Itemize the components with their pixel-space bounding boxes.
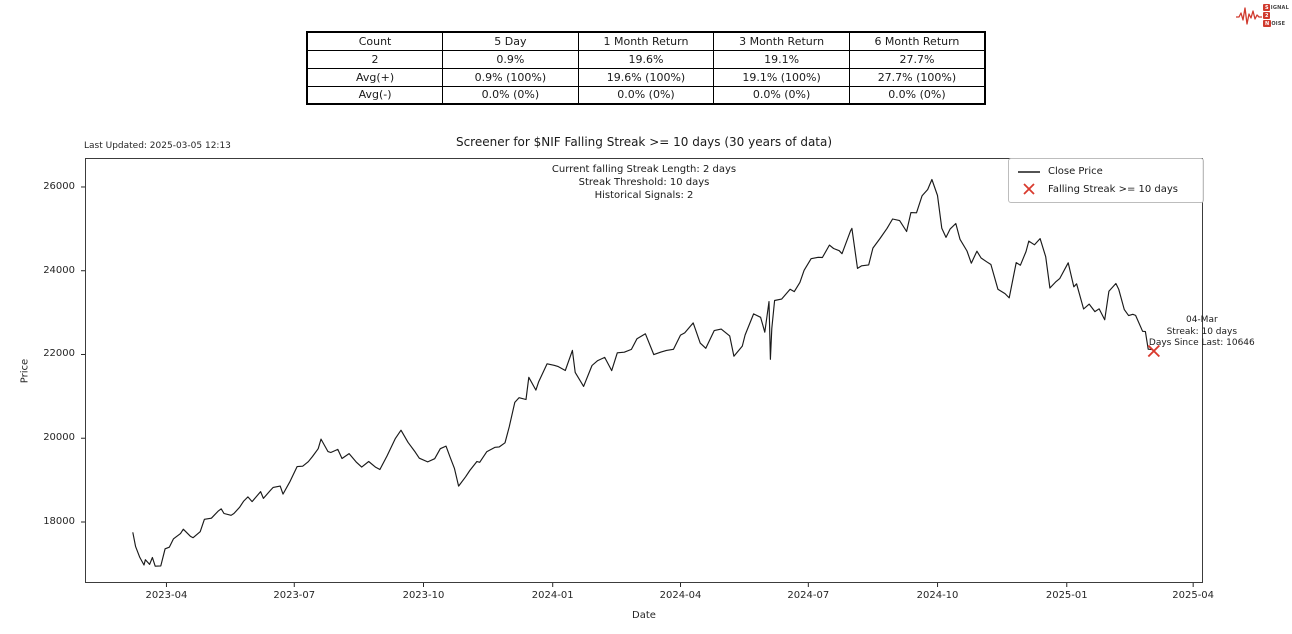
y-axis-label: Price bbox=[19, 358, 31, 384]
last-updated-text: Last Updated: 2025-03-05 12:13 bbox=[84, 141, 231, 151]
x-axis-label: Date bbox=[632, 610, 656, 621]
x-tick-label: 2023-10 bbox=[402, 590, 445, 601]
line-sample-icon bbox=[1018, 171, 1040, 173]
stats-cell: Avg(+) bbox=[306, 67, 444, 87]
plot-area bbox=[85, 158, 1203, 583]
x-marker-icon bbox=[1023, 183, 1035, 195]
stats-header-row: Count 5 Day 1 Month Return 3 Month Retur… bbox=[306, 31, 986, 51]
stats-cell: 19.6% (100%) bbox=[577, 67, 715, 87]
stats-cell: 0.0% (0%) bbox=[442, 85, 579, 105]
stats-cell: 19.1% bbox=[713, 49, 850, 69]
stats-header-cell: 1 Month Return bbox=[577, 31, 715, 51]
stats-header-cell: Count bbox=[306, 31, 444, 51]
stats-cell: 19.6% bbox=[577, 49, 715, 69]
stats-cell: 0.9% bbox=[442, 49, 579, 69]
x-tick-label: 2024-07 bbox=[787, 590, 830, 601]
stats-cell: 27.7% bbox=[848, 49, 986, 69]
logo-line-signal: S IGNAL bbox=[1263, 4, 1289, 11]
legend-item-falling-streak: Falling Streak >= 10 days bbox=[1017, 183, 1195, 195]
legend-label: Falling Streak >= 10 days bbox=[1048, 183, 1179, 195]
logo-text: S IGNAL 2 N OISE bbox=[1263, 4, 1289, 27]
legend-label: Close Price bbox=[1048, 166, 1103, 178]
stats-header-cell: 3 Month Return bbox=[713, 31, 850, 51]
stats-header-cell: 6 Month Return bbox=[848, 31, 986, 51]
waveform-icon bbox=[1236, 6, 1263, 25]
streak-stats-annotation: Current falling Streak Length: 2 days St… bbox=[551, 164, 737, 201]
stats-cell: 0.0% (0%) bbox=[577, 85, 715, 105]
stats-cell: 2 bbox=[306, 49, 444, 69]
stats-row-avg-negative: Avg(-) 0.0% (0%) 0.0% (0%) 0.0% (0%) 0.0… bbox=[306, 85, 986, 105]
logo-line-2: 2 bbox=[1263, 12, 1271, 19]
stats-cell: Avg(-) bbox=[306, 85, 444, 105]
stats-cell: 19.1% (100%) bbox=[713, 67, 850, 87]
stats-cell: 0.9% (100%) bbox=[442, 67, 579, 87]
signal2noise-logo: S IGNAL 2 N OISE bbox=[1236, 4, 1289, 27]
stats-row-count: 2 0.9% 19.6% 19.1% 27.7% bbox=[306, 49, 986, 69]
y-tick-label: 18000 bbox=[43, 515, 75, 527]
x-tick-label: 2024-01 bbox=[531, 590, 574, 601]
logo-line-noise: N OISE bbox=[1263, 20, 1286, 27]
x-tick-label: 2025-04 bbox=[1172, 590, 1215, 601]
y-tick-label: 20000 bbox=[43, 432, 75, 444]
stats-row-avg-positive: Avg(+) 0.9% (100%) 19.6% (100%) 19.1% (1… bbox=[306, 67, 986, 87]
stats-cell: 0.0% (0%) bbox=[713, 85, 850, 105]
y-tick-label: 26000 bbox=[43, 180, 75, 192]
chart-title: Screener for $NIF Falling Streak >= 10 d… bbox=[455, 135, 833, 149]
x-tick-label: 2023-07 bbox=[273, 590, 316, 601]
x-tick-label: 2023-04 bbox=[145, 590, 188, 601]
x-tick-label: 2024-04 bbox=[659, 590, 702, 601]
stats-cell: 27.7% (100%) bbox=[848, 67, 986, 87]
stats-cell: 0.0% (0%) bbox=[848, 85, 986, 105]
signal-annotation: 04-Mar Streak: 10 days Days Since Last: … bbox=[1148, 315, 1255, 348]
stats-table: Count 5 Day 1 Month Return 3 Month Retur… bbox=[306, 31, 986, 105]
y-tick-label: 24000 bbox=[43, 264, 75, 276]
x-tick-label: 2024-10 bbox=[916, 590, 959, 601]
legend-item-close-price: Close Price bbox=[1017, 166, 1195, 178]
stats-header-cell: 5 Day bbox=[442, 31, 579, 51]
y-tick-label: 22000 bbox=[43, 348, 75, 360]
x-tick-label: 2025-01 bbox=[1045, 590, 1088, 601]
legend: Close Price Falling Streak >= 10 days bbox=[1008, 158, 1204, 203]
